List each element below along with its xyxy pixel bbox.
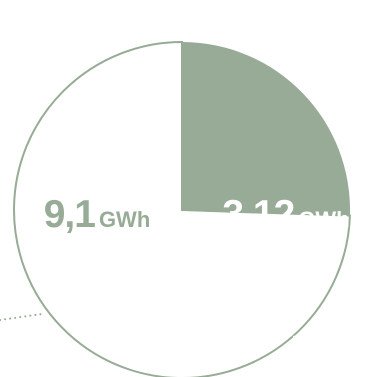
leader-lines (0, 254, 295, 372)
slice-label-small: 3,12 GWh (222, 193, 349, 236)
pie-slice-small (182, 42, 351, 216)
pie-slice-large (13, 40, 351, 377)
slice-labels: 9,1 GWh 3,12 GWh (44, 193, 350, 236)
slice-value-small: 3,12 (222, 193, 294, 236)
slice-label-large: 9,1 GWh (44, 193, 151, 236)
slice-value-large: 9,1 (44, 193, 96, 236)
slice-unit-large: GWh (99, 207, 150, 232)
leader-line-left (0, 313, 43, 321)
pie-slices (13, 40, 351, 377)
slice-unit-small: GWh (298, 207, 349, 232)
